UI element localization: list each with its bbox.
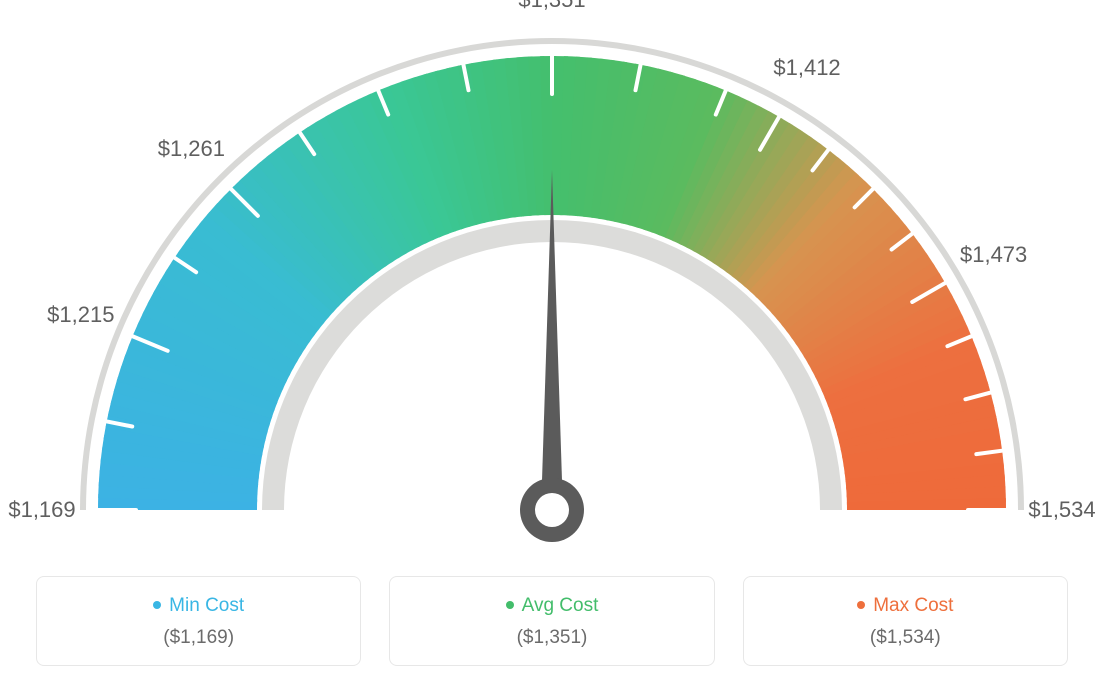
legend-title-text: Max Cost bbox=[873, 595, 953, 616]
legend-dot-icon bbox=[857, 601, 865, 609]
gauge-area: $1,169 $1,215 $1,261 $1,351 $1,412 $1,473 $1,5… bbox=[0, 0, 1104, 560]
legend-dot-icon bbox=[506, 601, 514, 609]
gauge-tick-label: $1,412 bbox=[773, 55, 840, 81]
legend-card-value: ($1,169) bbox=[47, 627, 350, 649]
legend-title-text: Avg Cost bbox=[522, 595, 599, 616]
legend-card-min-cost: Min Cost ($1,169) bbox=[36, 576, 361, 666]
gauge-tick-label: $1,169 bbox=[8, 497, 75, 523]
legend-card-title: Min Cost bbox=[47, 595, 350, 617]
legend-card-max-cost: Max Cost ($1,534) bbox=[743, 576, 1068, 666]
gauge-tick-label: $1,215 bbox=[47, 302, 114, 328]
legend-card-avg-cost: Avg Cost ($1,351) bbox=[389, 576, 714, 666]
gauge-tick-label: $1,473 bbox=[960, 242, 1027, 268]
legend-card-value: ($1,351) bbox=[400, 627, 703, 649]
legend-cards: Min Cost ($1,169) Avg Cost ($1,351) Max Cost… bbox=[36, 576, 1068, 666]
gauge-tick-label: $1,351 bbox=[518, 0, 585, 13]
legend-card-title: Avg Cost bbox=[400, 595, 703, 617]
gauge-tick-label: $1,261 bbox=[158, 136, 225, 162]
legend-card-title: Max Cost bbox=[754, 595, 1057, 617]
gauge-chart-container: $1,169 $1,215 $1,261 $1,351 $1,412 $1,473 $1,5… bbox=[0, 0, 1104, 690]
gauge-svg bbox=[0, 0, 1104, 560]
legend-card-value: ($1,534) bbox=[754, 627, 1057, 649]
legend-dot-icon bbox=[153, 601, 161, 609]
gauge-tick-label: $1,534 bbox=[1028, 497, 1095, 523]
legend-title-text: Min Cost bbox=[169, 595, 244, 616]
